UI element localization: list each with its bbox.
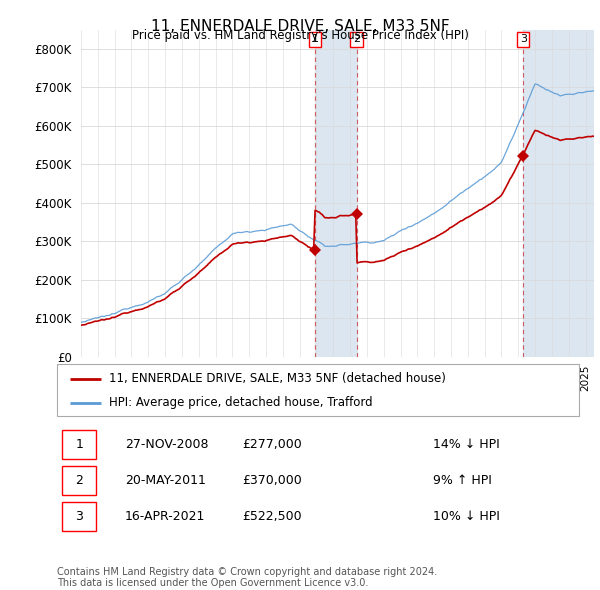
Text: 2: 2 bbox=[75, 474, 83, 487]
Text: £370,000: £370,000 bbox=[242, 474, 302, 487]
FancyBboxPatch shape bbox=[57, 364, 579, 416]
Text: 27-NOV-2008: 27-NOV-2008 bbox=[125, 438, 208, 451]
Text: 14% ↓ HPI: 14% ↓ HPI bbox=[433, 438, 500, 451]
Text: 10% ↓ HPI: 10% ↓ HPI bbox=[433, 510, 500, 523]
FancyBboxPatch shape bbox=[62, 466, 96, 494]
Text: Contains HM Land Registry data © Crown copyright and database right 2024.
This d: Contains HM Land Registry data © Crown c… bbox=[57, 566, 437, 588]
FancyBboxPatch shape bbox=[62, 430, 96, 458]
Text: 16-APR-2021: 16-APR-2021 bbox=[125, 510, 205, 523]
Text: £277,000: £277,000 bbox=[242, 438, 302, 451]
Text: Price paid vs. HM Land Registry's House Price Index (HPI): Price paid vs. HM Land Registry's House … bbox=[131, 30, 469, 42]
Text: HPI: Average price, detached house, Trafford: HPI: Average price, detached house, Traf… bbox=[109, 396, 373, 409]
Bar bbox=[315, 30, 356, 357]
Text: 20-MAY-2011: 20-MAY-2011 bbox=[125, 474, 206, 487]
Text: 2: 2 bbox=[353, 34, 360, 44]
FancyBboxPatch shape bbox=[62, 502, 96, 530]
Text: 9% ↑ HPI: 9% ↑ HPI bbox=[433, 474, 492, 487]
Bar bbox=[523, 30, 594, 357]
Text: 11, ENNERDALE DRIVE, SALE, M33 5NF (detached house): 11, ENNERDALE DRIVE, SALE, M33 5NF (deta… bbox=[109, 372, 446, 385]
Text: 11, ENNERDALE DRIVE, SALE, M33 5NF: 11, ENNERDALE DRIVE, SALE, M33 5NF bbox=[151, 19, 449, 34]
Text: 3: 3 bbox=[520, 34, 527, 44]
Text: 3: 3 bbox=[75, 510, 83, 523]
Text: 1: 1 bbox=[311, 34, 319, 44]
Text: £522,500: £522,500 bbox=[243, 510, 302, 523]
Text: 1: 1 bbox=[75, 438, 83, 451]
